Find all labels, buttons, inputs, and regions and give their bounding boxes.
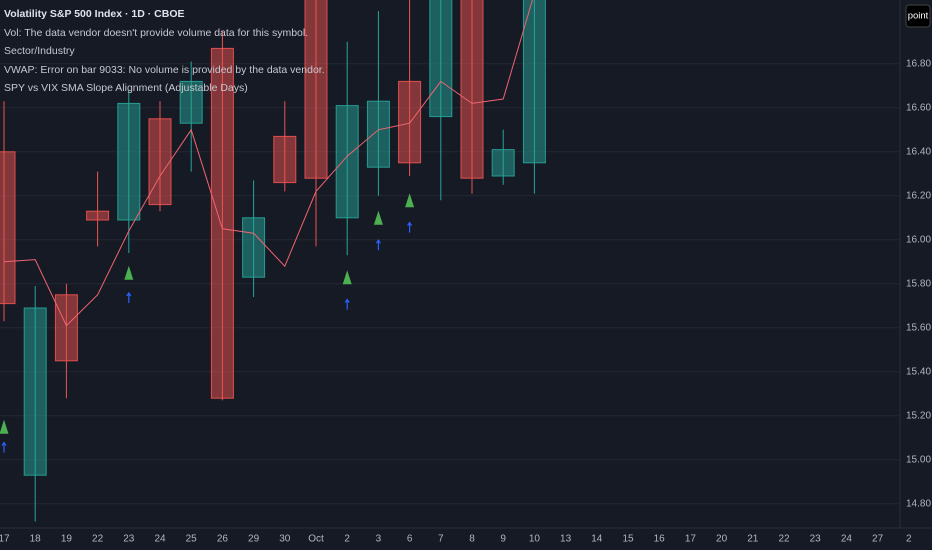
x-tick-label: 13 (560, 534, 572, 545)
x-tick-label: 2 (906, 534, 912, 545)
y-tick-label: 15.40 (906, 366, 931, 377)
x-tick-label: 24 (154, 534, 166, 545)
candle-body (86, 210, 110, 221)
signal-arrow (375, 239, 381, 251)
candle-body (54, 294, 78, 362)
signal-triangle (373, 210, 383, 225)
x-tick-label: 15 (622, 534, 634, 545)
x-tick-label: 24 (841, 534, 853, 545)
plot-area (0, 0, 546, 522)
signal-triangle (124, 265, 134, 280)
candle-body (210, 47, 234, 399)
x-tick-label: 29 (248, 534, 260, 545)
x-tick-label: 25 (186, 534, 198, 545)
y-tick-label: 16.60 (906, 102, 931, 113)
x-tick-label: 22 (778, 534, 790, 545)
y-tick-label: 15.80 (906, 278, 931, 289)
x-tick-label: 27 (872, 534, 884, 545)
x-tick-label: Oct (308, 534, 324, 545)
candle-body (460, 0, 484, 179)
legend-text: Sector/Industry (4, 45, 75, 57)
x-tick-label: 22 (92, 534, 104, 545)
candle-body (0, 151, 16, 305)
signal-triangle (405, 193, 415, 208)
signal-arrow (126, 291, 132, 303)
x-tick-label: 9 (500, 534, 506, 545)
x-tick-label: 2 (344, 534, 350, 545)
signal-triangle (342, 270, 352, 285)
x-tick-label: 19 (61, 534, 73, 545)
y-tick-label: 16.80 (906, 58, 931, 69)
axes: 14.80 15.00 15.20 15.40 15.60 15.80 16.00 16.20… (0, 58, 931, 544)
legend-text: Vol: The data vendor doesn't provide vol… (4, 27, 308, 39)
x-tick-label: 8 (469, 534, 475, 545)
signal-triangle (0, 419, 9, 434)
candle-body (148, 118, 172, 206)
x-tick-label: 6 (407, 534, 413, 545)
signal-arrow (344, 298, 350, 310)
y-tick-label: 15.00 (906, 454, 931, 465)
candle-body (273, 135, 297, 184)
candle-body (179, 80, 203, 124)
x-tick-label: 23 (123, 534, 135, 545)
candle-body (429, 0, 453, 118)
y-tick-label: 16.00 (906, 234, 931, 245)
x-tick-label: 26 (217, 534, 229, 545)
y-tick-label: 16.40 (906, 146, 931, 157)
candle-body (522, 0, 546, 164)
signal-arrow (1, 441, 7, 453)
badge: point (908, 11, 929, 22)
y-tick-label: 16.20 (906, 190, 931, 201)
x-tick-label: 16 (654, 534, 666, 545)
badge-box (905, 4, 931, 28)
candle-body (117, 102, 141, 221)
legend-text: VWAP: Error on bar 9033: No volume is pr… (4, 64, 325, 76)
x-tick-label: 14 (591, 534, 603, 545)
x-tick-label: 21 (747, 534, 759, 545)
chart-title: Volatility S&P 500 Index · 1D · CBOE (4, 8, 185, 20)
x-tick-label: 30 (279, 534, 291, 545)
x-tick-label: 7 (438, 534, 444, 545)
x-tick-label: 3 (376, 534, 382, 545)
x-tick-label: 17 (685, 534, 697, 545)
x-tick-label: 23 (810, 534, 822, 545)
candle-body (398, 80, 422, 164)
x-tick-label: 17 (0, 534, 10, 545)
candle-body (242, 217, 266, 278)
signal-arrow (407, 221, 413, 233)
candle-body (23, 307, 47, 476)
legend-text: SPY vs VIX SMA Slope Alignment (Adjustab… (4, 82, 248, 94)
x-tick-label: 18 (30, 534, 42, 545)
candle-body (335, 105, 359, 219)
y-tick-label: 15.60 (906, 322, 931, 333)
y-tick-label: 14.80 (906, 498, 931, 509)
candle-body (366, 100, 390, 168)
y-tick-label: 15.20 (906, 410, 931, 421)
candle-body (304, 0, 328, 179)
candle-body (491, 149, 515, 177)
x-tick-label: 20 (716, 534, 728, 545)
x-tick-label: 10 (529, 534, 541, 545)
sma-line (3, 0, 533, 327)
